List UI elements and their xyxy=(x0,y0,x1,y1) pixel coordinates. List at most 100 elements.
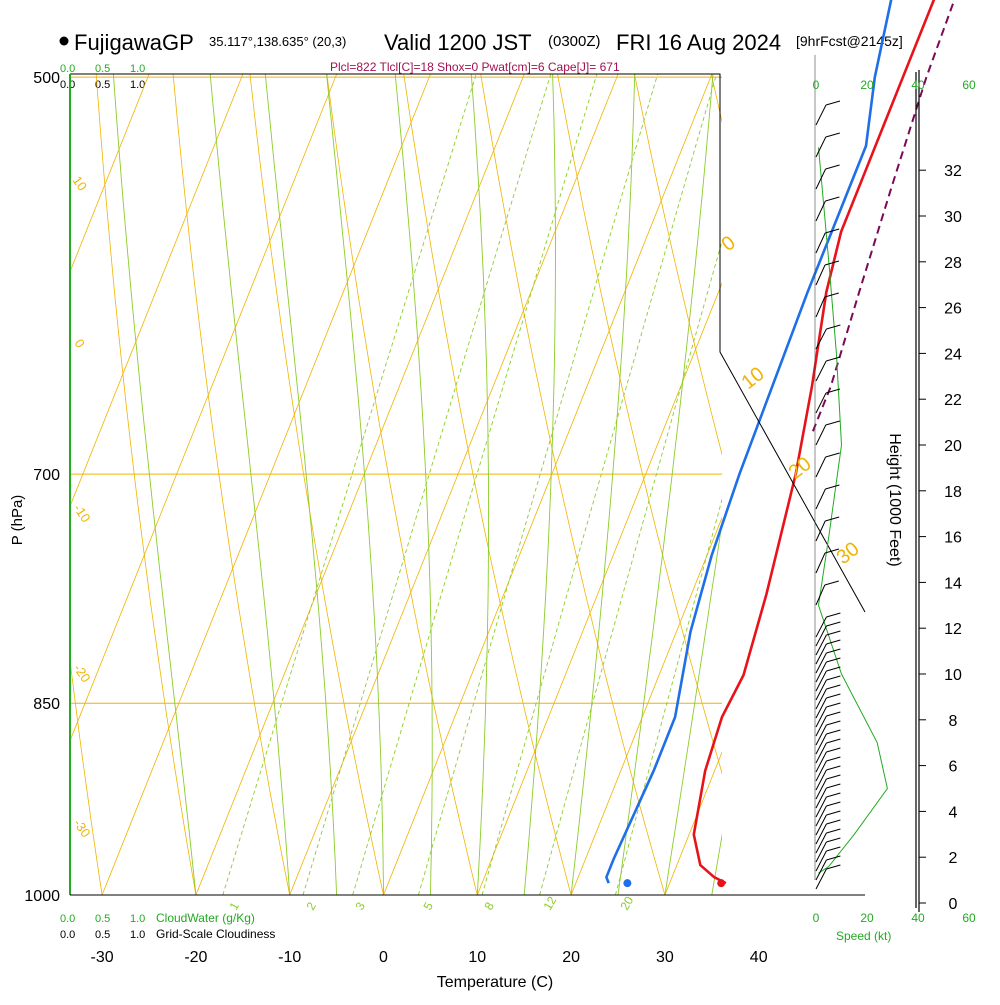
plot-frame xyxy=(70,74,865,612)
height-tick-label: 14 xyxy=(944,575,962,592)
wind-barb xyxy=(816,788,826,808)
isotherm-line xyxy=(384,74,712,895)
wind-barb-flag xyxy=(826,820,840,824)
moist-adiabat-line xyxy=(490,0,556,895)
wind-barb-flag xyxy=(826,829,840,833)
wind-barb xyxy=(816,752,826,772)
speed-tick-label-top: 0 xyxy=(813,78,820,92)
wind-barb xyxy=(816,806,826,826)
wind-barb-flag xyxy=(826,640,840,644)
isotherm-line xyxy=(0,74,55,895)
temperature-tick-label: -30 xyxy=(91,949,114,966)
cloudiness-label: Grid-Scale Cloudiness xyxy=(156,927,275,941)
wind-barb-flag xyxy=(826,775,840,779)
wind-barb-flag xyxy=(826,676,840,680)
speed-tick-label-top: 60 xyxy=(962,78,976,92)
mixing-ratio-line xyxy=(482,0,792,895)
wind-barb-flag xyxy=(826,784,840,788)
isotherm-line xyxy=(853,74,1000,895)
pressure-tick-label: 700 xyxy=(33,467,60,484)
mixing-ratio-label: 3 xyxy=(352,899,368,912)
wind-barb-flag xyxy=(826,421,840,425)
parcel-profile-line xyxy=(813,0,1000,431)
temperature-tick-label: 20 xyxy=(562,949,580,966)
wind-barb xyxy=(816,689,826,709)
sounding-indices: Plcl=822 Tlcl[C]=18 Shox=0 Pwat[cm]=6 Ca… xyxy=(330,60,620,74)
station-marker-icon xyxy=(60,37,69,46)
wind-barb-flag xyxy=(826,721,840,725)
moist-adiabat-line xyxy=(90,0,196,895)
surface-dewpoint-point xyxy=(623,879,631,887)
wind-barb-flag xyxy=(826,658,840,662)
wind-barb-flag xyxy=(826,613,840,617)
wind-barb xyxy=(816,662,826,682)
wind-speed-line xyxy=(819,147,888,873)
moist-adiabat-line xyxy=(402,0,489,895)
moist-adiabat-line xyxy=(665,0,860,895)
wind-barb-flag xyxy=(826,357,840,361)
temperature-tick-label: 30 xyxy=(656,949,674,966)
wind-barb-flag xyxy=(826,703,840,707)
isotherm-line xyxy=(477,74,805,895)
isotherm-line xyxy=(0,74,149,895)
wind-barb xyxy=(816,361,826,381)
pressure-tick-label: 850 xyxy=(33,696,60,713)
speed-tick-label-bottom: 20 xyxy=(860,911,874,925)
wind-barb-flag xyxy=(826,165,840,169)
isotherm-line xyxy=(0,74,243,895)
background-lines xyxy=(0,0,1000,895)
moist-adiabat-label: 0 xyxy=(718,232,740,256)
wind-barb-flag xyxy=(826,766,840,770)
height-tick-label: 12 xyxy=(944,621,962,638)
cloudwater-tick: 0.0 xyxy=(60,913,75,925)
dry-adiabat-label: -30 xyxy=(71,816,94,840)
height-tick-label: 8 xyxy=(949,713,958,730)
wind-barb xyxy=(816,860,826,880)
pressure-tick-label: 1000 xyxy=(24,888,60,905)
cloudwater-label: CloudWater (g/Kg) xyxy=(156,911,255,925)
wind-barb-flag xyxy=(826,101,840,105)
wind-barb xyxy=(816,137,826,157)
height-tick-label: 22 xyxy=(944,392,962,409)
moist-adiabat-line xyxy=(217,0,336,895)
height-tick-label: 6 xyxy=(949,759,958,776)
cloudiness-tick: 0.5 xyxy=(95,929,110,941)
height-tick-label: 2 xyxy=(949,850,958,867)
wind-barb-flag xyxy=(826,802,840,806)
wind-barb xyxy=(816,671,826,691)
cloudwater-tick: 1.0 xyxy=(130,913,145,925)
speed-tick-label-bottom: 0 xyxy=(813,911,820,925)
wind-barb-flag xyxy=(826,712,840,716)
temperature-tick-label: -20 xyxy=(184,949,207,966)
height-tick-label: 20 xyxy=(944,438,962,455)
wind-barb-flag xyxy=(826,757,840,761)
moist-adiabat-line xyxy=(269,0,383,895)
dry-adiabat-line xyxy=(823,0,1000,895)
temperature-tick-label: -10 xyxy=(278,949,301,966)
dry-adiabat-line xyxy=(262,0,478,895)
moist-adiabat-label: 10 xyxy=(738,363,769,394)
wind-barb-flag xyxy=(826,793,840,797)
isotherm-line xyxy=(759,74,1000,895)
wind-barb-flag xyxy=(826,838,840,842)
station-coords: 35.117°,138.635° (20,3) xyxy=(209,34,346,49)
height-tick-label: 18 xyxy=(944,484,962,501)
mixing-ratio-line xyxy=(303,0,631,895)
wind-barb-flag xyxy=(826,631,840,635)
dry-adiabat-line xyxy=(449,0,759,895)
wind-barb xyxy=(816,833,826,853)
height-tick-label: 24 xyxy=(944,346,962,363)
wind-barb xyxy=(816,779,826,799)
mixing-ratio-line xyxy=(223,0,558,895)
speed-tick-label-top: 20 xyxy=(860,78,874,92)
wind-barb-flag xyxy=(826,748,840,752)
height-tick-label: 30 xyxy=(944,209,962,226)
dry-adiabat-label: -20 xyxy=(71,661,94,685)
speed-tick-label-bottom: 40 xyxy=(911,911,925,925)
cloudwater-tick: 1.0 xyxy=(130,63,145,75)
profiles xyxy=(606,0,1000,887)
valid-date: FRI 16 Aug 2024 xyxy=(616,30,781,55)
wind-barb xyxy=(816,585,825,605)
speed-tick-label-top: 40 xyxy=(911,78,925,92)
